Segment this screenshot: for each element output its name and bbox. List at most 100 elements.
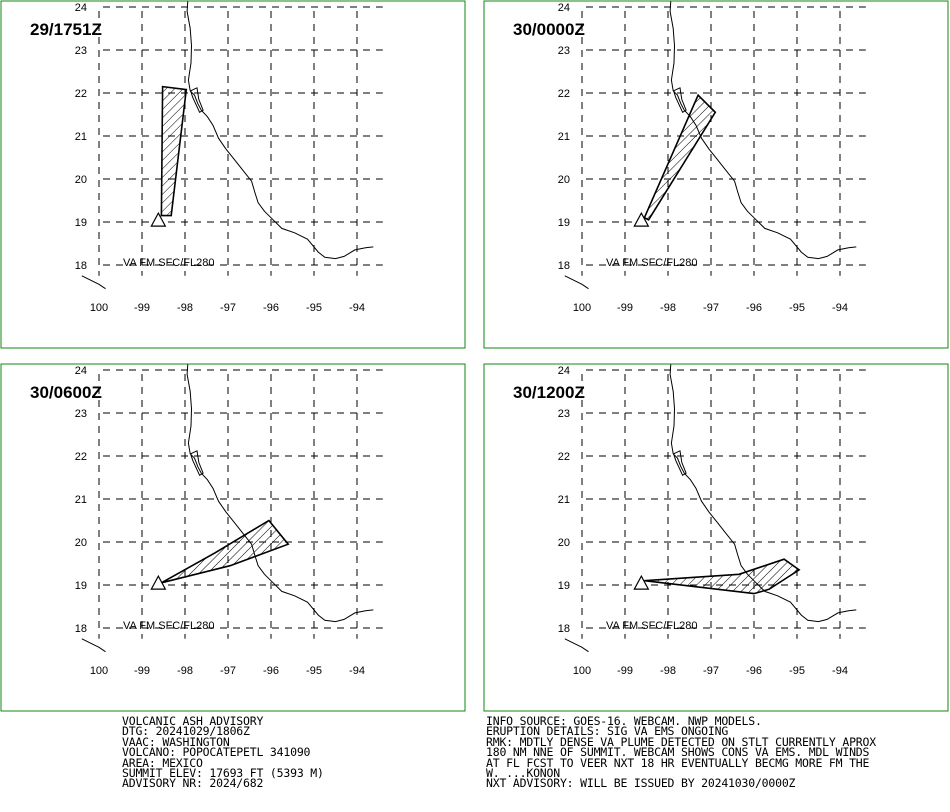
latitude-label: 23: [558, 408, 570, 420]
coastal-lagoon: [673, 87, 687, 114]
valid-time-label: 30/1200Z: [513, 383, 585, 402]
advisory-header-line: VOLCANO: POPOCATEPETL 341090: [122, 745, 311, 760]
longitude-label: -99: [617, 665, 633, 677]
pacific-coastline: [564, 275, 589, 290]
lat-lon-grid: [98, 369, 383, 639]
latitude-label: 24: [558, 2, 570, 14]
latitude-label: 21: [558, 131, 570, 143]
latitude-label: 20: [558, 537, 570, 549]
longitude-label: 100: [90, 302, 108, 314]
advisory-remark-line: ERUPTION DETAILS: SIG VA EMS ONGOING: [486, 724, 729, 739]
longitude-label: -96: [746, 665, 762, 677]
longitude-label: -96: [263, 302, 279, 314]
forecast-panel-2: 24 23 22 21 20 19 18 100 -99 -98 -97 -96 -95 -94 VA FM…: [483, 0, 949, 349]
flight-level-label: VA FM SFC/FL280: [606, 620, 698, 632]
longitude-label: -94: [832, 302, 848, 314]
ash-plume-area: [644, 558, 801, 595]
latitude-label: 18: [558, 623, 570, 635]
longitude-label: -98: [660, 302, 676, 314]
advisory-header-line: DTG: 20241029/1806Z: [122, 724, 250, 739]
gulf-coastline: [186, 1, 374, 260]
longitude-label: 100: [573, 302, 591, 314]
gulf-coastline: [186, 364, 374, 623]
latitude-label: 20: [75, 174, 87, 186]
latitude-label: 21: [75, 494, 87, 506]
forecast-panel-1: 24 23 22 21 20 19 18 100 -99 -98 -97 -96 -95 -94 VA FM…: [0, 0, 466, 349]
panel-frame: [0, 0, 466, 349]
latitude-label: 19: [558, 217, 570, 229]
latitude-label: 20: [75, 537, 87, 549]
volcano-triangle-icon: [633, 574, 650, 590]
longitude-label: -97: [220, 665, 236, 677]
latitude-label: 24: [75, 365, 87, 377]
forecast-panel-3: 24 23 22 21 20 19 18 100 -99 -98 -97 -96 -95 -94 VA FM…: [0, 363, 466, 712]
longitude-label: -95: [306, 302, 322, 314]
longitude-label: -98: [660, 665, 676, 677]
advisory-remark-line: 180 NM NNE OF SUMMIT. WEBCAM SHOWS CONS …: [486, 745, 870, 760]
latitude-label: 23: [75, 45, 87, 57]
valid-time-label: 29/1751Z: [30, 20, 102, 39]
pacific-coastline: [81, 638, 106, 653]
flight-level-label: VA FM SFC/FL280: [123, 620, 215, 632]
lat-lon-grid: [581, 369, 866, 639]
latitude-label: 19: [75, 217, 87, 229]
longitude-label: -98: [177, 302, 193, 314]
longitude-label: -95: [789, 302, 805, 314]
longitude-label: -96: [746, 302, 762, 314]
volcano-triangle-icon: [633, 211, 650, 227]
gulf-coastline: [669, 364, 857, 623]
latitude-label: 19: [75, 580, 87, 592]
advisory-header-line: SUMMIT ELEV: 17693 FT (5393 M): [122, 766, 324, 781]
advisory-header-line: AREA: MEXICO: [122, 755, 203, 770]
advisory-header-line: ADVISORY NR: 2024/682: [122, 776, 264, 791]
latitude-label: 24: [558, 365, 570, 377]
advisory-remark-line: W. ...KONON: [486, 766, 560, 781]
longitude-label: -98: [177, 665, 193, 677]
latitude-label: 18: [75, 623, 87, 635]
pacific-coastline: [81, 275, 106, 290]
longitude-label: -97: [703, 302, 719, 314]
flight-level-label: VA FM SFC/FL280: [123, 257, 215, 269]
advisory-header-line: VAAC: WASHINGTON: [122, 734, 230, 749]
latitude-label: 22: [558, 88, 570, 100]
latitude-label: 23: [75, 408, 87, 420]
latitude-label: 19: [558, 580, 570, 592]
latitude-label: 18: [75, 260, 87, 272]
longitude-label: -94: [832, 665, 848, 677]
latitude-label: 18: [558, 260, 570, 272]
longitude-label: -97: [703, 665, 719, 677]
latitude-label: 23: [558, 45, 570, 57]
longitude-label: -99: [134, 302, 150, 314]
longitude-label: 100: [90, 665, 108, 677]
latitude-label: 24: [75, 2, 87, 14]
longitude-label: -94: [349, 665, 365, 677]
coastal-lagoon: [190, 450, 204, 477]
advisory-remarks-text: INFO SOURCE: GOES-16. WEBCAM. NWP MODELS…: [486, 715, 876, 791]
latitude-label: 20: [558, 174, 570, 186]
advisory-remark-line: NXT ADVISORY: WILL BE ISSUED BY 20241030…: [486, 776, 796, 791]
longitude-label: -95: [789, 665, 805, 677]
longitude-label: -94: [349, 302, 365, 314]
pacific-coastline: [564, 638, 589, 653]
longitude-label: -99: [617, 302, 633, 314]
latitude-label: 21: [75, 131, 87, 143]
longitude-label: -97: [220, 302, 236, 314]
longitude-label: 100: [573, 665, 591, 677]
longitude-label: -99: [134, 665, 150, 677]
ash-plume-area: [643, 93, 717, 221]
panel-frame: [483, 363, 949, 712]
valid-time-label: 30/0600Z: [30, 383, 102, 402]
advisory-remark-line: RMK: MDTLY DENSE VA PLUME DETECTED ON ST…: [486, 734, 876, 749]
coastal-lagoon: [190, 87, 204, 114]
ash-plume-area: [161, 519, 290, 584]
panel-frame: [0, 363, 466, 712]
coastal-lagoon: [673, 450, 687, 477]
flight-level-label: VA FM SFC/FL280: [606, 257, 698, 269]
longitude-label: -96: [263, 665, 279, 677]
latitude-label: 22: [75, 451, 87, 463]
lat-lon-grid: [98, 6, 383, 276]
ash-plume-area: [160, 85, 188, 217]
latitude-label: 21: [558, 494, 570, 506]
latitude-label: 22: [75, 88, 87, 100]
